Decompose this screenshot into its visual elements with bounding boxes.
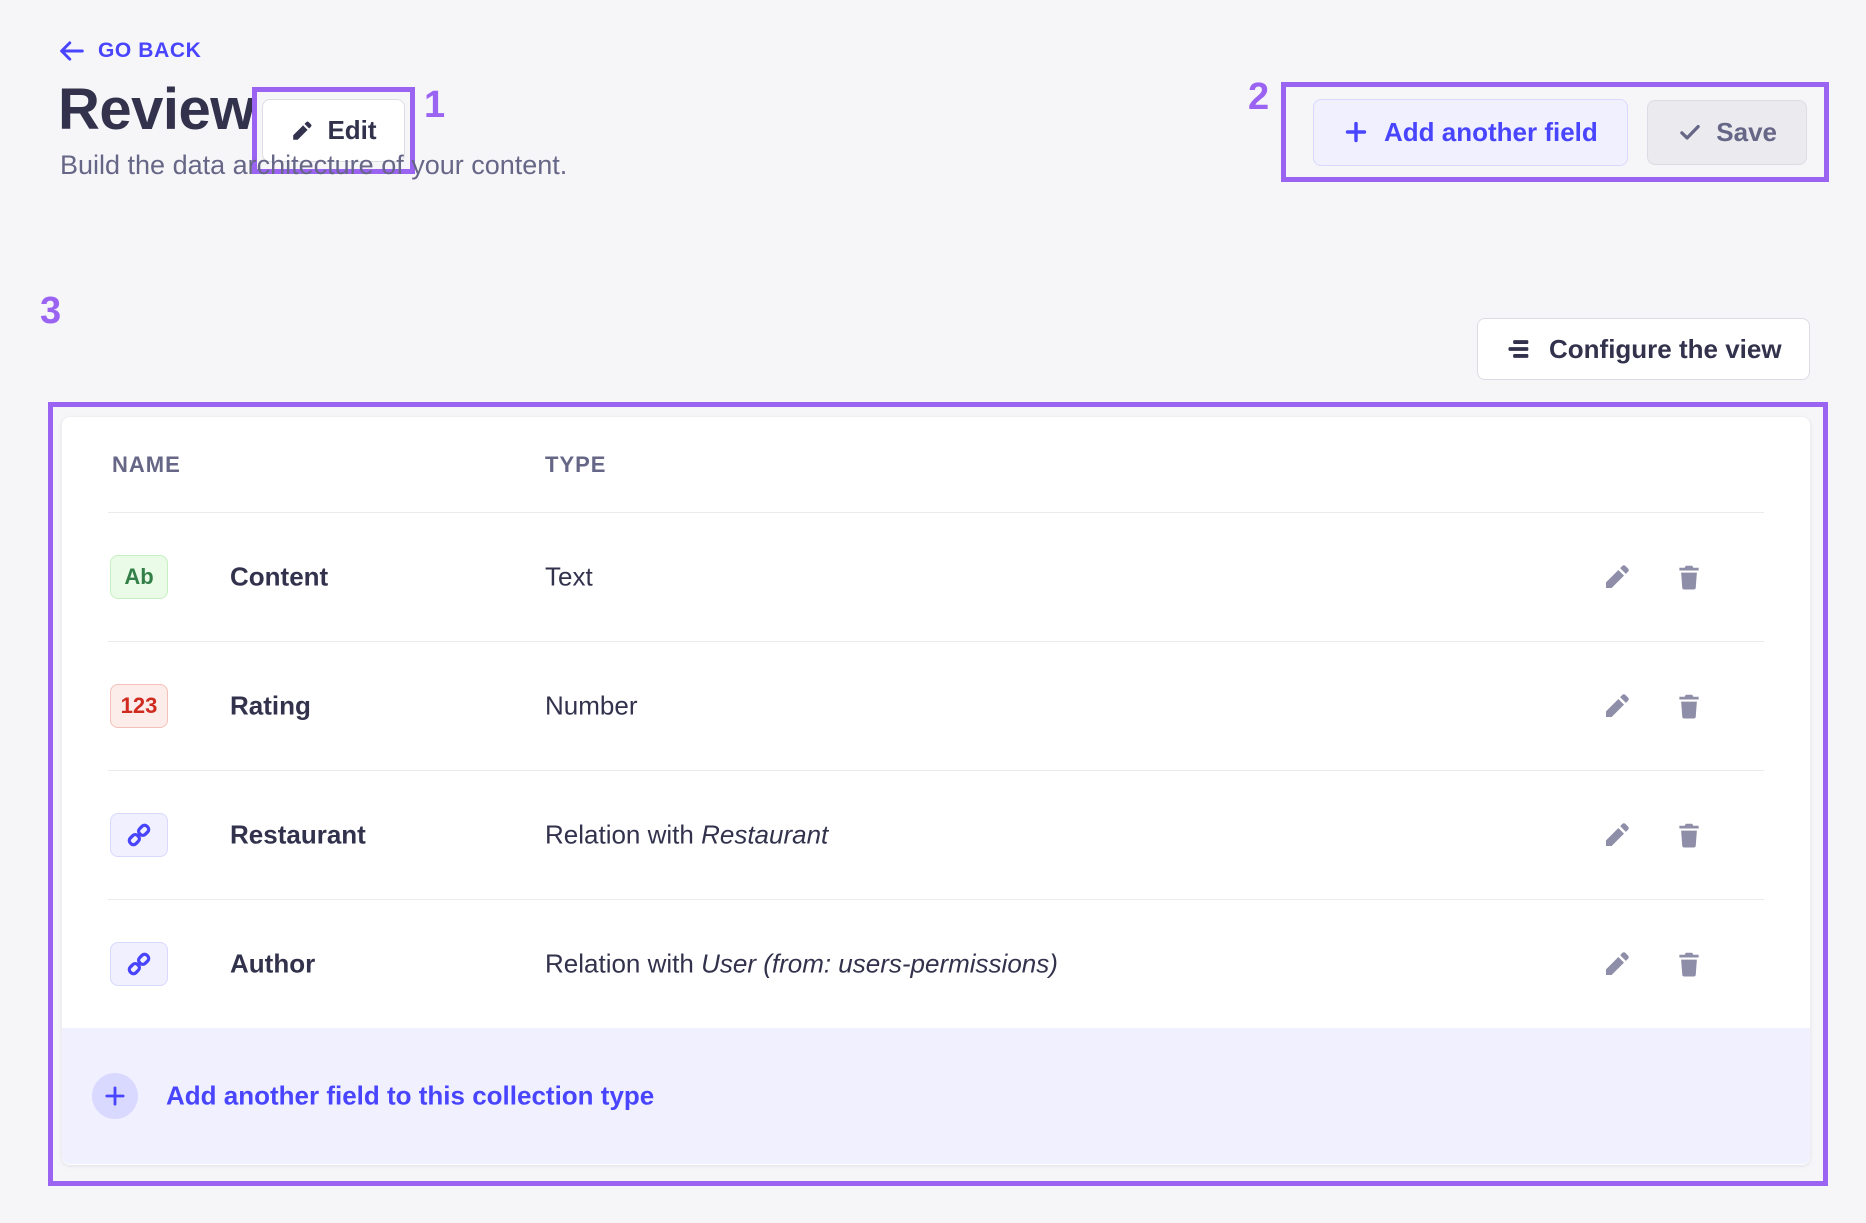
pencil-icon — [1606, 565, 1629, 588]
field-type: Relation with User (from: users-permissi… — [545, 948, 1058, 979]
annotation-box-3 — [48, 402, 1828, 1186]
column-header-type: TYPE — [545, 451, 607, 477]
edit-field-button[interactable] — [1602, 691, 1632, 721]
edit-field-button[interactable] — [1602, 949, 1632, 979]
edit-button-label: Edit — [327, 115, 377, 145]
save-button[interactable]: Save — [1647, 99, 1807, 165]
row-actions — [1602, 949, 1704, 979]
annotation-box-2: Add another field Save — [1281, 82, 1829, 182]
annotation-label-3: 3 — [40, 290, 62, 332]
row-divider — [108, 899, 1764, 900]
add-another-field-label: Add another field — [1384, 116, 1598, 147]
edit-button[interactable]: Edit — [262, 99, 405, 162]
row-actions — [1602, 691, 1704, 721]
pencil-icon — [1606, 952, 1629, 975]
number-field-badge: 123 — [110, 684, 168, 728]
configure-view-button[interactable]: Configure the view — [1477, 318, 1810, 380]
configure-view-label: Configure the view — [1549, 333, 1782, 364]
edit-field-button[interactable] — [1602, 562, 1632, 592]
field-type: Relation with Restaurant — [545, 819, 829, 850]
row-divider — [108, 512, 1764, 513]
annotation-label-2: 2 — [1248, 76, 1270, 118]
delete-field-button[interactable] — [1674, 691, 1704, 721]
page-subtitle: Build the data architecture of your cont… — [60, 150, 568, 180]
go-back-link[interactable]: GO BACK — [56, 36, 201, 66]
pencil-icon — [1606, 694, 1629, 717]
annotation-label-1: 1 — [424, 84, 446, 126]
field-type: Text — [545, 561, 593, 592]
trash-icon — [1679, 823, 1699, 848]
row-divider — [108, 641, 1764, 642]
layout-lines-icon — [1508, 340, 1529, 358]
table-row-restaurant: Restaurant Relation with Restaurant — [62, 771, 1810, 899]
delete-field-button[interactable] — [1674, 820, 1704, 850]
table-row-author: Author Relation with User (from: users-p… — [62, 900, 1810, 1028]
trash-icon — [1679, 694, 1699, 719]
plus-icon — [105, 1086, 125, 1106]
plus-icon — [1345, 121, 1367, 143]
chain-link-icon — [127, 823, 151, 847]
table-row-rating: 123 Rating Number — [62, 642, 1810, 770]
chain-link-icon — [127, 952, 151, 976]
trash-icon — [1679, 952, 1699, 977]
go-back-label: GO BACK — [98, 39, 202, 62]
row-actions — [1602, 820, 1704, 850]
delete-field-button[interactable] — [1674, 949, 1704, 979]
annotation-box-1: Edit — [252, 87, 415, 174]
relation-field-badge — [110, 813, 168, 857]
relation-field-badge — [110, 942, 168, 986]
table-header-row: NAME TYPE — [62, 417, 1810, 512]
field-name: Restaurant — [230, 819, 366, 850]
edit-field-button[interactable] — [1602, 820, 1632, 850]
arrow-left-icon — [60, 41, 84, 61]
pencil-icon — [1606, 823, 1629, 846]
text-field-badge: Ab — [110, 555, 168, 599]
table-row-content: Ab Content Text — [62, 513, 1810, 641]
field-type: Number — [545, 690, 638, 721]
add-another-field-button[interactable]: Add another field — [1313, 98, 1628, 166]
field-name: Rating — [230, 690, 311, 721]
page-title: Review — [58, 77, 255, 142]
save-button-label: Save — [1716, 116, 1777, 147]
row-divider — [108, 770, 1764, 771]
delete-field-button[interactable] — [1674, 562, 1704, 592]
pencil-icon — [293, 121, 312, 140]
add-field-footer-label: Add another field to this collection typ… — [166, 1080, 655, 1111]
add-field-footer-button[interactable]: Add another field to this collection typ… — [62, 1028, 1810, 1164]
trash-icon — [1679, 565, 1699, 590]
check-icon — [1680, 124, 1701, 140]
row-actions — [1602, 562, 1704, 592]
fields-table-card: NAME TYPE Ab Content Text 123 Rating Num… — [62, 417, 1810, 1165]
field-name: Author — [230, 948, 316, 979]
plus-circle-icon — [92, 1073, 138, 1119]
field-name: Content — [230, 561, 329, 592]
column-header-name: NAME — [112, 451, 181, 477]
